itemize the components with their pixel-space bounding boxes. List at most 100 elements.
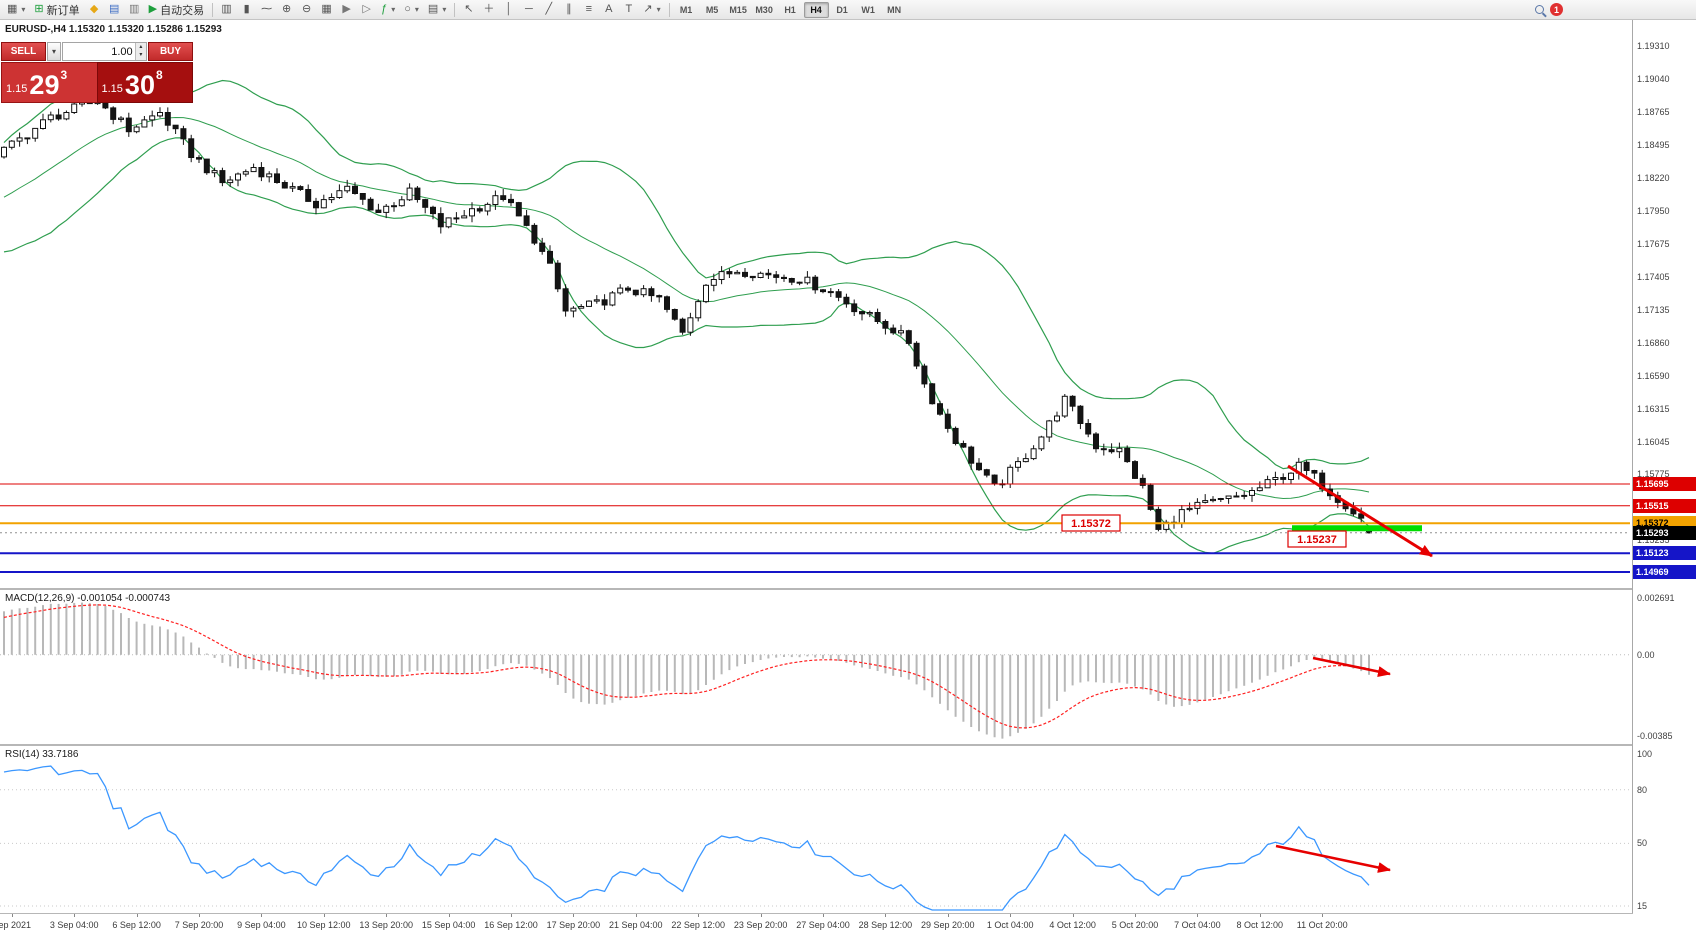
timeframe-m5[interactable]: M5 (700, 2, 725, 18)
time-axis[interactable]: Sep 2021 3 Sep 04:00 6 Sep 12:00 7 Sep 20:0… (0, 913, 1633, 940)
buy-price-big: 30 (124, 70, 155, 101)
price-axis-tick: 1.16315 (1637, 403, 1670, 414)
time-label: 9 Sep 04:00 (237, 920, 286, 930)
notification-badge[interactable]: 1 (1550, 3, 1563, 16)
timeframe-h4[interactable]: H4 (803, 1, 829, 18)
sell-button[interactable]: SELL (1, 42, 46, 61)
price-axis-tick: 1.19310 (1637, 41, 1670, 51)
new-order-button[interactable]: ⊞ 新订单 (30, 1, 83, 18)
time-label: 28 Sep 12:00 (858, 920, 913, 930)
auto-trading-label: 自动交易 (160, 4, 205, 17)
tile-windows-button[interactable]: ▦ (317, 1, 336, 18)
time-label: 16 Sep 12:00 (484, 920, 538, 930)
tile-windows-icon: ▦ (321, 3, 332, 15)
time-label: 22 Sep 12:00 (671, 920, 725, 930)
toolbar-group-standard: ▦ ▾ ⊞ 新订单 ◆ ▤ ▥ ▶ 自动交易 (3, 1, 208, 18)
price-axis-tick: 1.16860 (1637, 337, 1670, 348)
auto-scroll-button[interactable]: ▶ (337, 1, 356, 18)
price-axis-tick: 1.15235 (1637, 534, 1670, 545)
trade-options-dropdown[interactable]: ▾ (47, 42, 61, 61)
volume-down-icon[interactable]: ▾ (135, 51, 146, 60)
crosshair-tool-button[interactable]: ＋ (479, 1, 498, 18)
panel-separator[interactable] (0, 744, 1696, 746)
volume-up-icon[interactable]: ▴ (135, 43, 146, 52)
volume-input[interactable] (63, 43, 135, 60)
time-label: 23 Sep 20:00 (733, 920, 788, 930)
price-axis[interactable]: 1.19310 1.19040 1.18765 1.18495 1.18220 1.179… (1633, 0, 1696, 940)
time-tick (11, 914, 13, 917)
time-tick (885, 914, 887, 917)
timeframe-m1[interactable]: M1 (674, 2, 699, 18)
rsi-axis-label: 100 (1637, 749, 1653, 759)
time-label: 11 Oct 20:00 (1296, 920, 1348, 930)
time-tick (386, 914, 388, 917)
bar-chart-button[interactable]: ▥ (217, 1, 236, 18)
time-label: 10 Sep 12:00 (297, 920, 351, 930)
time-label: 5 Oct 20:00 (1111, 920, 1159, 930)
time-label: 7 Sep 20:00 (174, 920, 224, 930)
text-tool-button[interactable]: A (599, 1, 618, 18)
zoom-out-button[interactable]: ⊖ (297, 1, 316, 18)
price-axis-tick: 1.17950 (1637, 205, 1670, 216)
time-label: 8 Oct 12:00 (1236, 920, 1284, 930)
price-axis-tick: 1.15775 (1637, 469, 1670, 480)
sell-price-display[interactable]: 1.15 29 3 (1, 62, 97, 103)
trade-prices-row: 1.15 29 3 1.15 30 8 (1, 62, 193, 103)
timeframe-w1[interactable]: W1 (856, 2, 881, 18)
level-price-label: 1.15123 (1633, 546, 1696, 561)
channel-icon: ∥ (566, 3, 572, 15)
chart-plot-area[interactable] (0, 20, 1630, 913)
chevron-down-icon: ▾ (442, 5, 447, 14)
history-button[interactable]: ▥ (125, 1, 144, 18)
fibonacci-button[interactable]: ≡ (579, 1, 598, 18)
timeframe-m15[interactable]: M15 (726, 2, 751, 18)
label-tool-button[interactable]: T (619, 1, 638, 18)
buy-button[interactable]: BUY (148, 42, 193, 61)
chart-shift-icon: ▷ (362, 3, 371, 15)
sell-price-prefix: 1.15 (6, 83, 28, 95)
search-icon[interactable] (1535, 5, 1544, 14)
vertical-line-button[interactable]: │ (499, 1, 518, 18)
history-icon: ▥ (128, 3, 140, 15)
panel-separator[interactable] (0, 588, 1696, 590)
indicators-button[interactable]: ƒ ▾ (377, 1, 399, 18)
cursor-tool-button[interactable]: ↖ (459, 1, 478, 18)
time-label: 3 Sep 04:00 (49, 920, 99, 930)
candle-chart-button[interactable]: ▮ (237, 1, 256, 18)
templates-button[interactable]: ▤ ▾ (424, 1, 450, 18)
horizontal-line-button[interactable]: ─ (519, 1, 538, 18)
time-label: 4 Oct 12:00 (1049, 920, 1096, 930)
sell-price-pip: 3 (60, 68, 68, 82)
timeframe-d1[interactable]: D1 (830, 2, 855, 18)
trendline-button[interactable]: ╱ (539, 1, 558, 18)
arrows-tool-button[interactable]: ↗ ▾ (639, 1, 664, 18)
price-axis-tick: 1.17405 (1637, 271, 1670, 282)
time-label: 21 Sep 04:00 (609, 920, 663, 930)
zoom-in-icon: ⊕ (282, 3, 292, 15)
trade-controls-row: SELL ▾ ▴▾ BUY (1, 42, 193, 61)
timeframe-mn[interactable]: MN (882, 2, 907, 18)
channel-button[interactable]: ∥ (559, 1, 578, 18)
alert-icon: ◆ (89, 3, 99, 15)
time-tick (823, 914, 824, 917)
timeframe-m30[interactable]: M30 (752, 2, 777, 18)
time-tick (323, 914, 325, 917)
price-axis-tick: 1.18765 (1637, 107, 1670, 118)
zoom-in-button[interactable]: ⊕ (277, 1, 296, 18)
rsi-axis-label: 80 (1637, 784, 1648, 795)
chart-shift-button[interactable]: ▷ (357, 1, 376, 18)
time-tick (573, 914, 575, 917)
alerts-button[interactable]: ◆ (85, 1, 104, 18)
news-button[interactable]: ▤ (105, 1, 124, 18)
symbol-ohlc-info: EURUSD-,H4 1.15320 1.15320 1.15286 1.152… (5, 24, 222, 35)
timeframe-h1[interactable]: H1 (778, 2, 803, 18)
auto-trading-button[interactable]: ▶ 自动交易 (145, 1, 208, 18)
axis-separator[interactable] (1632, 20, 1633, 940)
timeframe-bar: M1 M5 M15 M30 H1 H4 D1 W1 MN (674, 1, 907, 18)
line-chart-button[interactable]: ⁓ (257, 1, 276, 18)
price-axis-tick: 1.18495 (1637, 139, 1670, 150)
periods-button[interactable]: ○ ▾ (400, 1, 423, 18)
macd-axis-label: -0.00385 (1637, 731, 1673, 741)
new-chart-button[interactable]: ▦ ▾ (3, 1, 29, 18)
buy-price-display[interactable]: 1.15 30 8 (96, 62, 193, 103)
